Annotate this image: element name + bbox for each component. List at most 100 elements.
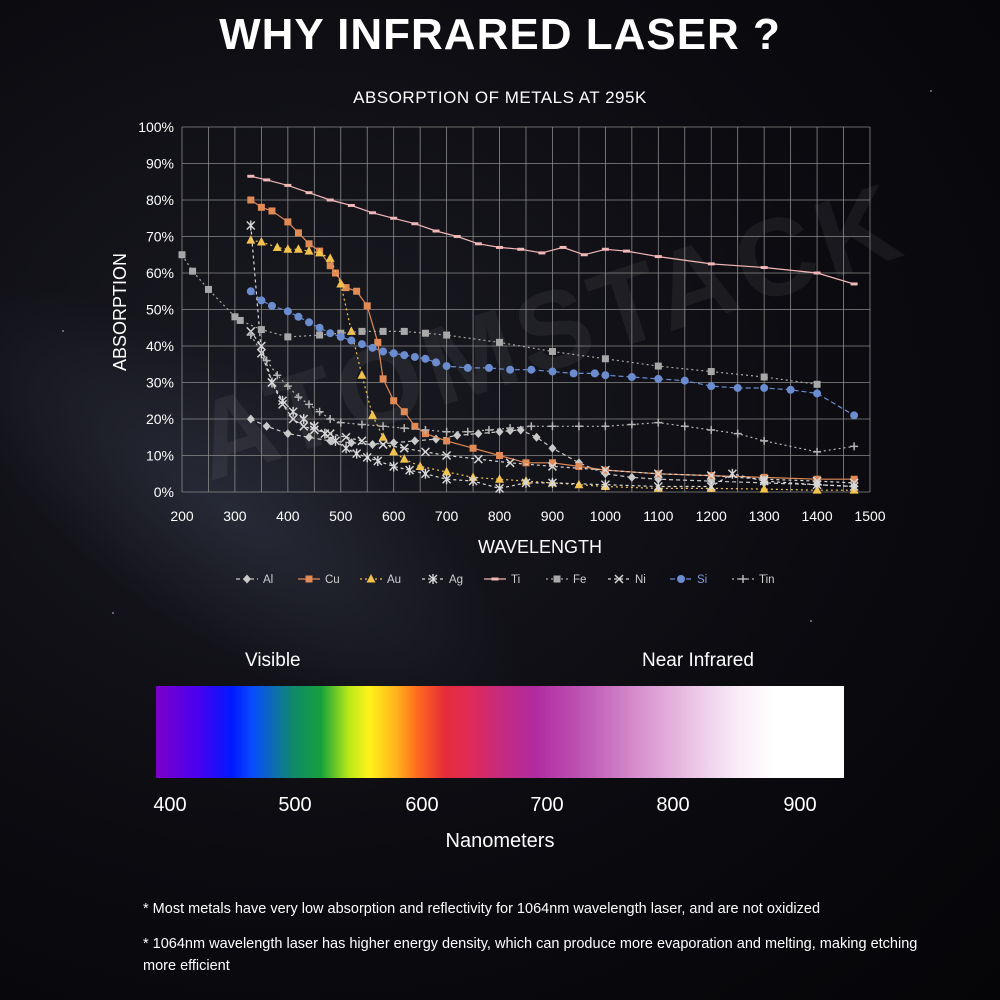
data-point-cu (400, 408, 408, 416)
data-point-ni (357, 436, 367, 446)
data-point-cu (342, 284, 350, 292)
x-tick-label: 1000 (590, 508, 621, 524)
y-tick-label: 50% (146, 302, 174, 318)
data-point-ti (601, 247, 609, 251)
data-point-cu (469, 444, 477, 452)
data-point-fe (358, 327, 366, 335)
data-point-cu (496, 452, 504, 459)
data-point-si (484, 363, 493, 372)
data-point-tin (601, 422, 610, 431)
data-point-au (283, 244, 293, 253)
data-point-si (421, 354, 430, 363)
x-tick-label: 800 (488, 508, 512, 524)
nm-tick: 800 (656, 794, 690, 816)
data-point-ti (707, 262, 715, 266)
legend-marker-al (243, 574, 251, 584)
data-point-au (256, 236, 266, 246)
data-point-au (357, 370, 367, 379)
data-point-si (379, 347, 388, 356)
x-tick-label: 900 (541, 508, 565, 524)
data-point-si (357, 340, 366, 349)
data-point-ag (442, 474, 452, 485)
star-dot (930, 90, 932, 92)
x-tick-label: 1300 (749, 508, 780, 524)
data-point-ag (495, 483, 505, 494)
data-point-fe (189, 267, 197, 275)
data-point-ti (411, 222, 419, 226)
data-point-ag (299, 414, 309, 424)
data-point-si (627, 373, 636, 382)
x-tick-label: 1500 (854, 508, 885, 524)
nm-tick: 600 (405, 794, 439, 816)
data-point-au (495, 474, 505, 483)
data-point-ti (813, 271, 821, 275)
data-point-al (246, 414, 255, 424)
data-point-si (326, 329, 335, 338)
data-point-si (315, 323, 324, 332)
legend-label-ag: Ag (449, 574, 463, 586)
data-point-fe (379, 327, 387, 335)
x-tick-label: 500 (329, 508, 353, 524)
legend-label-tin: Tin (759, 574, 775, 586)
data-point-al (627, 472, 636, 482)
data-point-fe (496, 338, 504, 346)
data-point-tin (262, 356, 271, 365)
series-line-ag (250, 225, 855, 490)
data-point-ag (521, 477, 531, 488)
data-point-tin (680, 422, 689, 431)
data-point-si (786, 385, 795, 394)
nm-tick: 500 (278, 794, 312, 816)
data-point-ti (559, 245, 567, 249)
data-point-ti (347, 203, 355, 207)
data-point-tin (246, 331, 255, 340)
data-point-fe (284, 333, 292, 341)
data-point-ag (330, 435, 340, 446)
x-tick-label: 600 (382, 508, 406, 524)
data-point-ti (654, 255, 662, 259)
data-point-si (246, 287, 255, 296)
data-point-fe (236, 316, 244, 324)
y-tick-label: 60% (146, 265, 174, 281)
data-point-cu (331, 269, 339, 277)
data-point-ag (759, 476, 769, 487)
series-line-au (250, 239, 855, 491)
data-point-cu (548, 459, 556, 467)
data-point-tin (421, 425, 430, 434)
data-point-si (283, 307, 292, 316)
data-point-cu (326, 262, 334, 270)
data-point-ti (263, 178, 271, 182)
star-dot (62, 330, 64, 332)
data-point-ag (373, 455, 383, 466)
data-point-ni (341, 432, 351, 442)
data-point-tin (442, 427, 451, 436)
data-point-ag (341, 443, 351, 454)
data-point-si (336, 332, 345, 341)
y-tick-label: 30% (146, 375, 174, 391)
legend-marker-ti (491, 577, 499, 581)
data-point-si (590, 369, 599, 378)
x-tick-label: 400 (276, 508, 300, 524)
data-point-cu (284, 218, 292, 226)
data-point-si (347, 336, 356, 345)
legend-marker-cu (305, 575, 313, 583)
data-point-cu (353, 287, 361, 295)
data-point-si (410, 352, 419, 361)
x-axis-label: WAVELENGTH (478, 537, 602, 557)
data-point-ag (246, 220, 256, 231)
footnote-1: * Most metals have very low absorption a… (143, 901, 821, 917)
data-point-fe (443, 331, 451, 339)
data-point-au (325, 253, 335, 262)
data-point-ti (432, 229, 440, 233)
data-point-cu (363, 302, 371, 310)
data-point-si (707, 382, 716, 391)
data-point-si (400, 351, 409, 360)
series-line-ni (250, 331, 855, 484)
data-point-ni (267, 377, 277, 388)
near-infrared-label: Near Infrared (642, 650, 754, 671)
data-point-ag (405, 465, 415, 476)
data-point-ni (473, 454, 483, 464)
data-point-ni (812, 476, 822, 486)
legend-label-si: Si (697, 574, 707, 586)
y-tick-label: 100% (138, 119, 174, 135)
data-point-ti (850, 282, 858, 286)
